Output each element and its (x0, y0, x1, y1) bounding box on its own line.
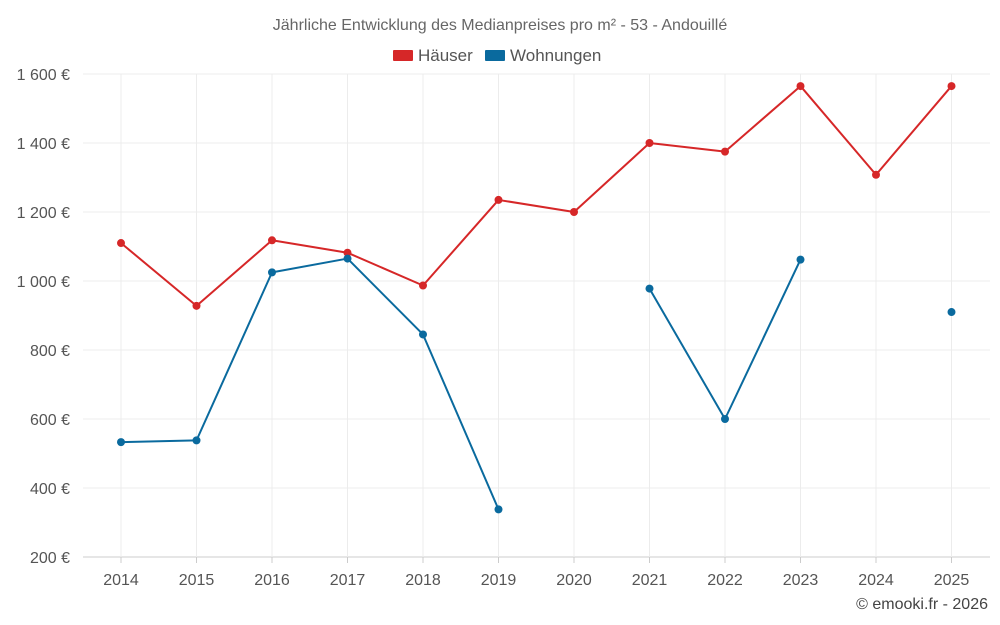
data-point[interactable] (343, 248, 352, 257)
data-point[interactable] (419, 281, 427, 290)
y-tick-label: 200 € (30, 550, 70, 567)
data-point[interactable] (796, 82, 805, 91)
data-point[interactable] (947, 82, 956, 91)
x-tick-label: 2018 (405, 572, 441, 589)
x-tick-label: 2019 (481, 572, 517, 589)
x-tick-label: 2017 (330, 572, 366, 589)
data-point[interactable] (721, 415, 729, 423)
data-point[interactable] (494, 195, 503, 204)
y-tick-label: 600 € (30, 412, 70, 429)
legend-label[interactable]: Wohnungen (510, 46, 601, 65)
data-point[interactable] (494, 505, 503, 514)
x-tick-label: 2016 (254, 572, 290, 589)
data-point[interactable] (343, 254, 352, 263)
series-haeuser (117, 82, 956, 310)
data-point[interactable] (268, 268, 276, 277)
x-tick-label: 2021 (632, 572, 668, 589)
y-tick-label: 1 000 € (17, 274, 70, 291)
data-point[interactable] (117, 239, 125, 248)
data-point[interactable] (645, 284, 654, 293)
x-tick-label: 2025 (934, 572, 970, 589)
credit-text: © emooki.fr - 2026 (856, 596, 988, 613)
x-tick-label: 2014 (103, 572, 139, 589)
legend-label[interactable]: Häuser (418, 46, 473, 65)
y-tick-label: 1 400 € (17, 136, 70, 153)
data-point[interactable] (192, 301, 201, 310)
series-line (120, 257, 500, 510)
y-tick-label: 800 € (30, 343, 70, 360)
x-tick-label: 2024 (858, 572, 894, 589)
data-point[interactable] (117, 438, 125, 447)
series-layer (117, 82, 956, 514)
data-point[interactable] (796, 255, 805, 264)
y-tick-label: 400 € (30, 481, 70, 498)
y-axis: 200 € 400 € 600 € 800 € 1 000 € 1 200 € 1 400 … (17, 67, 70, 567)
data-point[interactable] (419, 330, 427, 339)
data-point[interactable] (872, 170, 880, 179)
legend-swatch[interactable] (485, 50, 505, 61)
x-axis: 2014 2015 2016 2017 2018 2019 2020 2021 2022 2023… (103, 557, 969, 589)
legend-swatch[interactable] (393, 50, 413, 61)
data-point[interactable] (721, 147, 729, 156)
series-line (120, 85, 953, 307)
data-point[interactable] (268, 236, 276, 245)
x-tick-label: 2015 (179, 572, 215, 589)
y-tick-label: 1 600 € (17, 67, 70, 84)
data-point[interactable] (192, 436, 201, 445)
data-point[interactable] (570, 208, 578, 216)
data-point[interactable] (947, 308, 956, 317)
chart-title: Jährliche Entwicklung des Medianpreises … (273, 17, 728, 34)
data-point[interactable] (645, 139, 654, 147)
series-wohnungen (117, 254, 956, 514)
grid-lines (83, 73, 990, 558)
legend: Häuser Wohnungen (393, 46, 601, 65)
x-tick-label: 2023 (783, 572, 819, 589)
x-tick-label: 2020 (556, 572, 592, 589)
y-tick-label: 1 200 € (17, 205, 70, 222)
x-tick-label: 2022 (707, 572, 743, 589)
